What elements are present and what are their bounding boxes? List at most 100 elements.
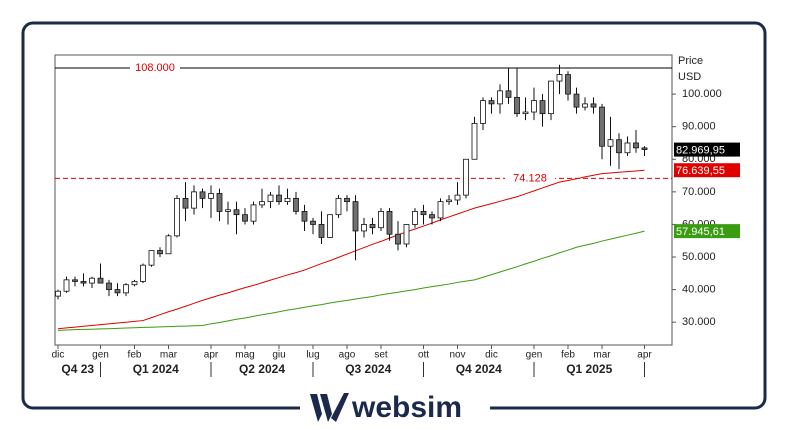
candle-body: [327, 214, 333, 238]
x-tick-label: dic: [52, 350, 65, 361]
candle-body: [471, 123, 478, 160]
candle-body: [505, 90, 512, 98]
candle-body: [208, 193, 214, 199]
y-axis-title: Price: [678, 55, 703, 67]
candle-body: [225, 209, 231, 212]
candle-body: [293, 197, 299, 212]
last-value-box: [674, 224, 740, 239]
candle-body: [429, 214, 435, 219]
x-tick-label: nov: [449, 350, 465, 361]
candle-body: [497, 90, 503, 105]
x-tick-label: apr: [204, 350, 219, 361]
candle-body: [573, 93, 580, 108]
candle-body: [607, 139, 614, 147]
candle-body: [641, 147, 648, 150]
candle-body: [97, 277, 104, 284]
last-value-label: 76.639,55: [676, 165, 725, 177]
candle-body: [63, 279, 70, 292]
candle-body: [582, 103, 588, 108]
x-tick-label: mag: [235, 350, 254, 361]
candle-body: [89, 277, 95, 284]
candle-body: [199, 191, 206, 199]
candle-body: [437, 201, 444, 219]
candle-body: [72, 279, 78, 282]
candle-body: [412, 211, 418, 225]
candle-body: [131, 281, 138, 286]
candle-body: [80, 281, 87, 284]
x-tick-label: mar: [593, 350, 611, 361]
moving-average-line: [57, 230, 645, 331]
x-tick-label: mar: [160, 350, 178, 361]
level-label-bg: [505, 171, 555, 186]
candle-body: [335, 197, 342, 216]
candle-body: [633, 142, 639, 149]
plot-frame: [54, 54, 673, 346]
quarter-label: Q1 2025: [566, 362, 612, 376]
candle-body: [174, 197, 180, 237]
candle-body: [454, 194, 461, 201]
candle-body: [488, 100, 495, 105]
y-tick-label: 30.000: [682, 316, 716, 328]
candle-body: [624, 142, 631, 154]
x-tick-label: ott: [418, 350, 429, 361]
x-tick-label: feb: [128, 350, 142, 361]
candle-body: [531, 100, 537, 113]
candle-body: [276, 194, 282, 203]
candle-body: [590, 103, 597, 108]
candle-body: [599, 106, 605, 147]
candle-body: [446, 199, 452, 203]
candle-body: [548, 80, 554, 115]
candle-body: [267, 194, 274, 203]
last-value-label: 57.945,61: [676, 226, 725, 238]
level-label: 108.000: [135, 62, 175, 74]
candle-body: [378, 211, 384, 229]
candle-body: [369, 224, 376, 229]
x-tick-label: dic: [485, 350, 498, 361]
x-tick-label: gen: [526, 350, 543, 361]
candle-body: [148, 250, 155, 266]
quarter-label: Q2 2024: [239, 362, 285, 376]
candle-body: [310, 220, 316, 225]
candle-body: [165, 235, 172, 255]
candle-body: [114, 289, 121, 294]
x-tick-label: set: [374, 350, 388, 361]
y-tick-label: 90.000: [682, 121, 716, 133]
y-tick-label: 70.000: [682, 186, 716, 198]
candle-body: [259, 201, 265, 206]
level-label-bg: [130, 61, 180, 76]
level-label: 74.128: [513, 172, 547, 184]
candle-body: [539, 100, 546, 115]
candle-body: [463, 158, 469, 196]
candle-body: [284, 197, 291, 203]
x-tick-label: gen: [92, 350, 109, 361]
candle-body: [514, 96, 520, 115]
candle-body: [157, 250, 163, 255]
candle-body: [123, 284, 129, 294]
quarter-label: Q4 2024: [456, 362, 502, 376]
last-value-label: 82.969,95: [676, 144, 725, 156]
candle-body: [191, 191, 197, 209]
x-tick-label: lug: [306, 350, 319, 361]
candle-body: [242, 214, 248, 222]
x-tick-label: ago: [339, 350, 356, 361]
candle-body: [318, 224, 325, 238]
y-tick-label: 50.000: [682, 251, 716, 263]
candle-body: [386, 211, 393, 235]
quarter-label: Q3 2024: [345, 362, 391, 376]
candle-body: [106, 282, 112, 291]
candle-body: [352, 201, 359, 232]
candle-body: [522, 111, 529, 115]
y-tick-label: 100.000: [682, 88, 722, 100]
candle-body: [361, 224, 367, 232]
candle-body: [301, 211, 308, 222]
candle-body: [140, 264, 146, 282]
candle-body: [233, 209, 240, 216]
last-value-box: [674, 163, 740, 178]
logo-bg: [300, 392, 490, 426]
logo-icon: [310, 393, 349, 422]
candle-body: [216, 193, 223, 212]
x-tick-label: feb: [561, 350, 575, 361]
logo-text: websim: [351, 391, 462, 424]
last-value-box: [674, 142, 740, 157]
quarter-label: Q1 2024: [133, 362, 179, 376]
